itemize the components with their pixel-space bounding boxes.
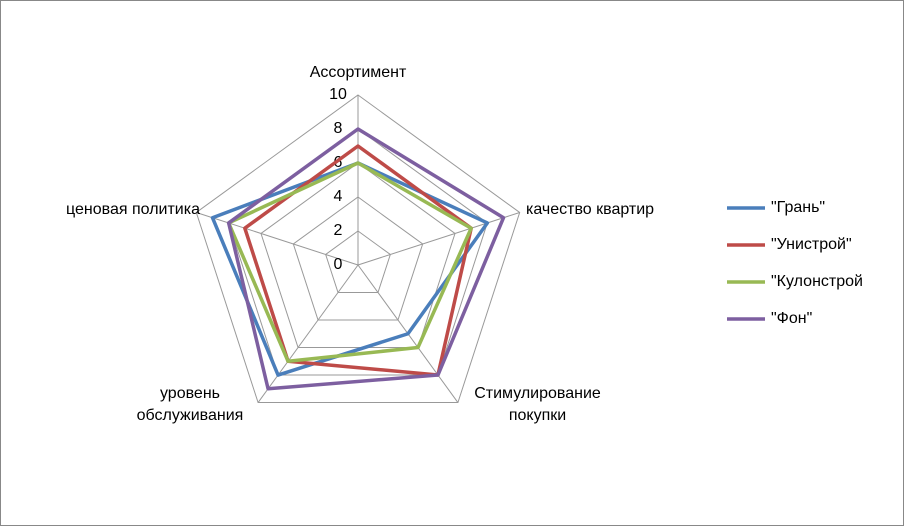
category-label: качество квартир [526,201,655,218]
y-tick-label: 4 [334,188,343,205]
grid-line [292,196,424,321]
spoke [357,211,520,266]
series-line [226,127,506,391]
y-tick-label: 0 [334,256,343,273]
category-label: уровень обслуживания [136,385,244,424]
legend-label: "Грань" [771,199,825,216]
legend-label: "Кулонстрой [771,273,863,290]
spoke [196,211,359,266]
category-label: Стимулирование покупки [474,385,601,424]
grid-line [325,230,391,294]
y-tick-label: 10 [329,86,347,103]
y-tick-label: 2 [334,222,343,239]
category-label: ценовая политика [66,201,200,218]
y-tick-label: 6 [334,154,343,171]
legend-label: "Фон" [771,310,812,327]
series-line [243,144,473,377]
spoke [257,264,359,403]
legend-label: "Унистрой" [771,236,852,253]
category-label: Ассортимент [309,64,407,81]
series-line [226,161,473,364]
grid-line [260,162,456,349]
grid-line [195,94,521,404]
y-tick-label: 8 [334,120,343,137]
